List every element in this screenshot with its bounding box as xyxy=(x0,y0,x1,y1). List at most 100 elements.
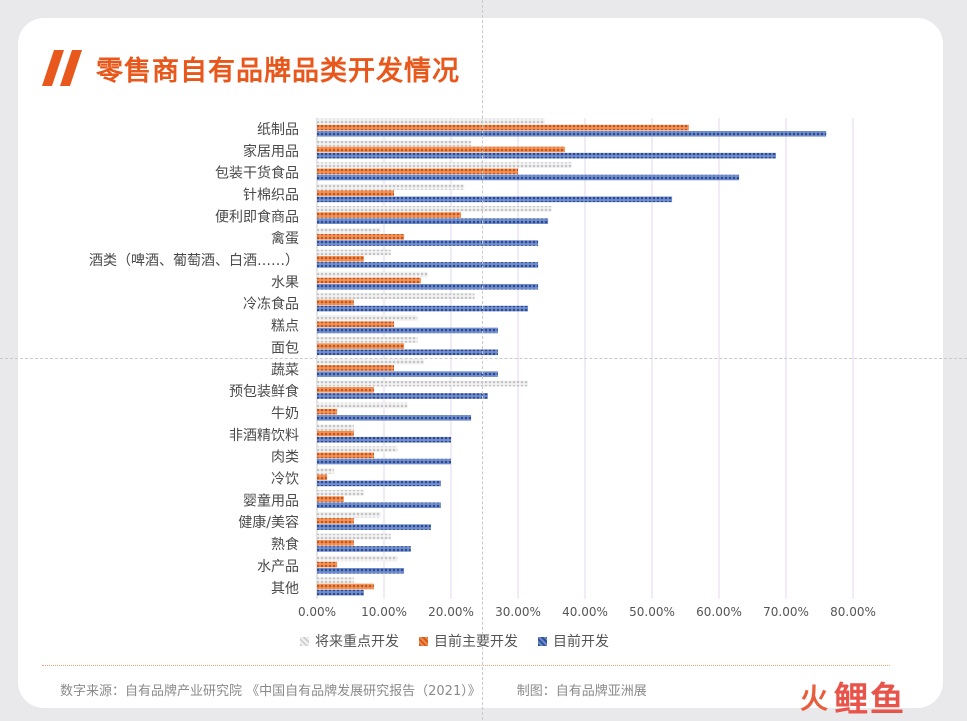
bar-current xyxy=(317,546,411,552)
category-label: 冷冻食品 xyxy=(243,296,299,313)
bar-major xyxy=(317,234,405,240)
legend-item-major: 目前主要开发 xyxy=(419,631,518,651)
bar-major xyxy=(317,190,395,196)
bar-future xyxy=(317,577,354,584)
bar-current xyxy=(317,196,673,203)
category-label: 健康/美容 xyxy=(238,514,299,531)
bar-current xyxy=(317,480,441,487)
category-label: 蔬菜 xyxy=(271,362,299,378)
bar-future xyxy=(317,271,428,278)
bar-future xyxy=(317,315,418,321)
legend-label-future: 将来重点开发 xyxy=(315,634,399,650)
bar-major xyxy=(317,343,405,349)
bar-major xyxy=(317,277,421,284)
x-tick-label: 10.00% xyxy=(361,605,407,619)
bar-future xyxy=(317,511,381,518)
bar-future xyxy=(317,380,529,387)
footer-divider xyxy=(42,665,890,666)
bar-major xyxy=(317,496,344,502)
bar-major xyxy=(317,168,518,175)
legend-label-current: 目前开发 xyxy=(553,634,609,650)
bar-major xyxy=(317,474,328,480)
bar-current xyxy=(317,218,549,224)
bar-current xyxy=(317,568,405,574)
bar-major xyxy=(317,561,338,568)
bar-major xyxy=(317,583,374,590)
legend: 将来重点开发 目前主要开发 目前开发 xyxy=(300,631,609,651)
category-label: 水果 xyxy=(271,275,299,291)
bar-current xyxy=(317,174,740,181)
guide-line-vertical xyxy=(482,0,483,720)
category-label: 纸制品 xyxy=(257,122,299,138)
bar-current xyxy=(317,393,488,399)
bar-current xyxy=(317,262,539,268)
bar-major xyxy=(317,452,374,459)
category-label: 冷饮 xyxy=(271,472,299,488)
bar-future xyxy=(317,402,408,409)
x-tick-label: 20.00% xyxy=(428,605,474,619)
x-tick-label: 50.00% xyxy=(629,605,675,619)
bar-future xyxy=(317,555,398,562)
chart-title: 零售商自有品牌品类开发情况 xyxy=(96,55,460,87)
category-label: 包装干货食品 xyxy=(215,165,299,182)
bar-major xyxy=(317,408,338,415)
logo: 火 鲤鱼 xyxy=(800,672,906,721)
x-tick-label: 80.00% xyxy=(830,605,876,619)
x-tick-label: 30.00% xyxy=(495,605,541,619)
bar-current xyxy=(317,415,472,421)
bar-major xyxy=(317,387,374,393)
bar-current xyxy=(317,349,498,356)
bar-future xyxy=(317,337,418,343)
bar-current xyxy=(317,371,498,377)
category-label: 糕点 xyxy=(271,319,299,335)
bar-major xyxy=(317,430,354,437)
logo-text: 鲤鱼 xyxy=(834,680,907,720)
category-labels: 纸制品家居用品包装干货食品针棉织品便利即食商品禽蛋酒类（啤酒、葡萄酒、白酒……）… xyxy=(89,122,299,597)
category-label: 便利即食商品 xyxy=(215,208,299,225)
title-row: 零售商自有品牌品类开发情况 xyxy=(40,46,460,90)
bar-future xyxy=(317,358,425,365)
bar-future xyxy=(317,227,381,234)
bar-current xyxy=(317,305,529,312)
bar-major xyxy=(317,518,354,524)
category-label: 禽蛋 xyxy=(271,230,299,247)
legend-swatch-major xyxy=(419,636,428,646)
category-label: 肉类 xyxy=(271,450,299,466)
bar-current xyxy=(317,283,539,290)
bar-future xyxy=(317,533,391,540)
double-slash-icon xyxy=(42,50,82,86)
category-label: 熟食 xyxy=(271,536,299,553)
category-label: 水产品 xyxy=(257,559,299,575)
bar-future xyxy=(317,118,545,125)
x-tick-label: 40.00% xyxy=(562,605,608,619)
bar-current xyxy=(317,589,364,596)
x-tick-label: 70.00% xyxy=(763,605,809,619)
category-label: 其他 xyxy=(271,581,299,597)
legend-swatch-current xyxy=(538,636,547,646)
bar-current xyxy=(317,131,827,137)
bar-current xyxy=(317,458,451,465)
bar-future xyxy=(317,206,552,212)
bar-future xyxy=(317,249,391,256)
bar-future xyxy=(317,293,475,299)
category-label: 针棉织品 xyxy=(243,186,299,203)
category-label: 婴童用品 xyxy=(243,492,299,509)
guide-line-horizontal xyxy=(0,358,967,359)
footer: 数字来源：自有品牌产业研究院 《中国自有品牌发展研究报告（2021）》 制图：自… xyxy=(60,680,647,699)
bar-current xyxy=(317,502,441,509)
bar-major xyxy=(317,124,689,131)
legend-item-future: 将来重点开发 xyxy=(300,631,399,651)
bar-major xyxy=(317,321,395,328)
source-note: 数字来源：自有品牌产业研究院 《中国自有品牌发展研究报告（2021）》 xyxy=(60,684,481,699)
bar-major xyxy=(317,299,354,306)
category-label: 非酒精饮料 xyxy=(229,428,299,444)
x-axis-ticks: 0.00% 10.00% 20.00% 30.00% 40.00% 50.00% 60.00… xyxy=(298,605,876,619)
legend-label-major: 目前主要开发 xyxy=(434,634,518,650)
logo-mark: 火 xyxy=(800,681,829,715)
bar-future xyxy=(317,424,354,431)
bar-major xyxy=(317,539,354,546)
bar-current xyxy=(317,152,776,159)
legend-swatch-future xyxy=(300,636,309,646)
bar-current xyxy=(317,524,431,530)
